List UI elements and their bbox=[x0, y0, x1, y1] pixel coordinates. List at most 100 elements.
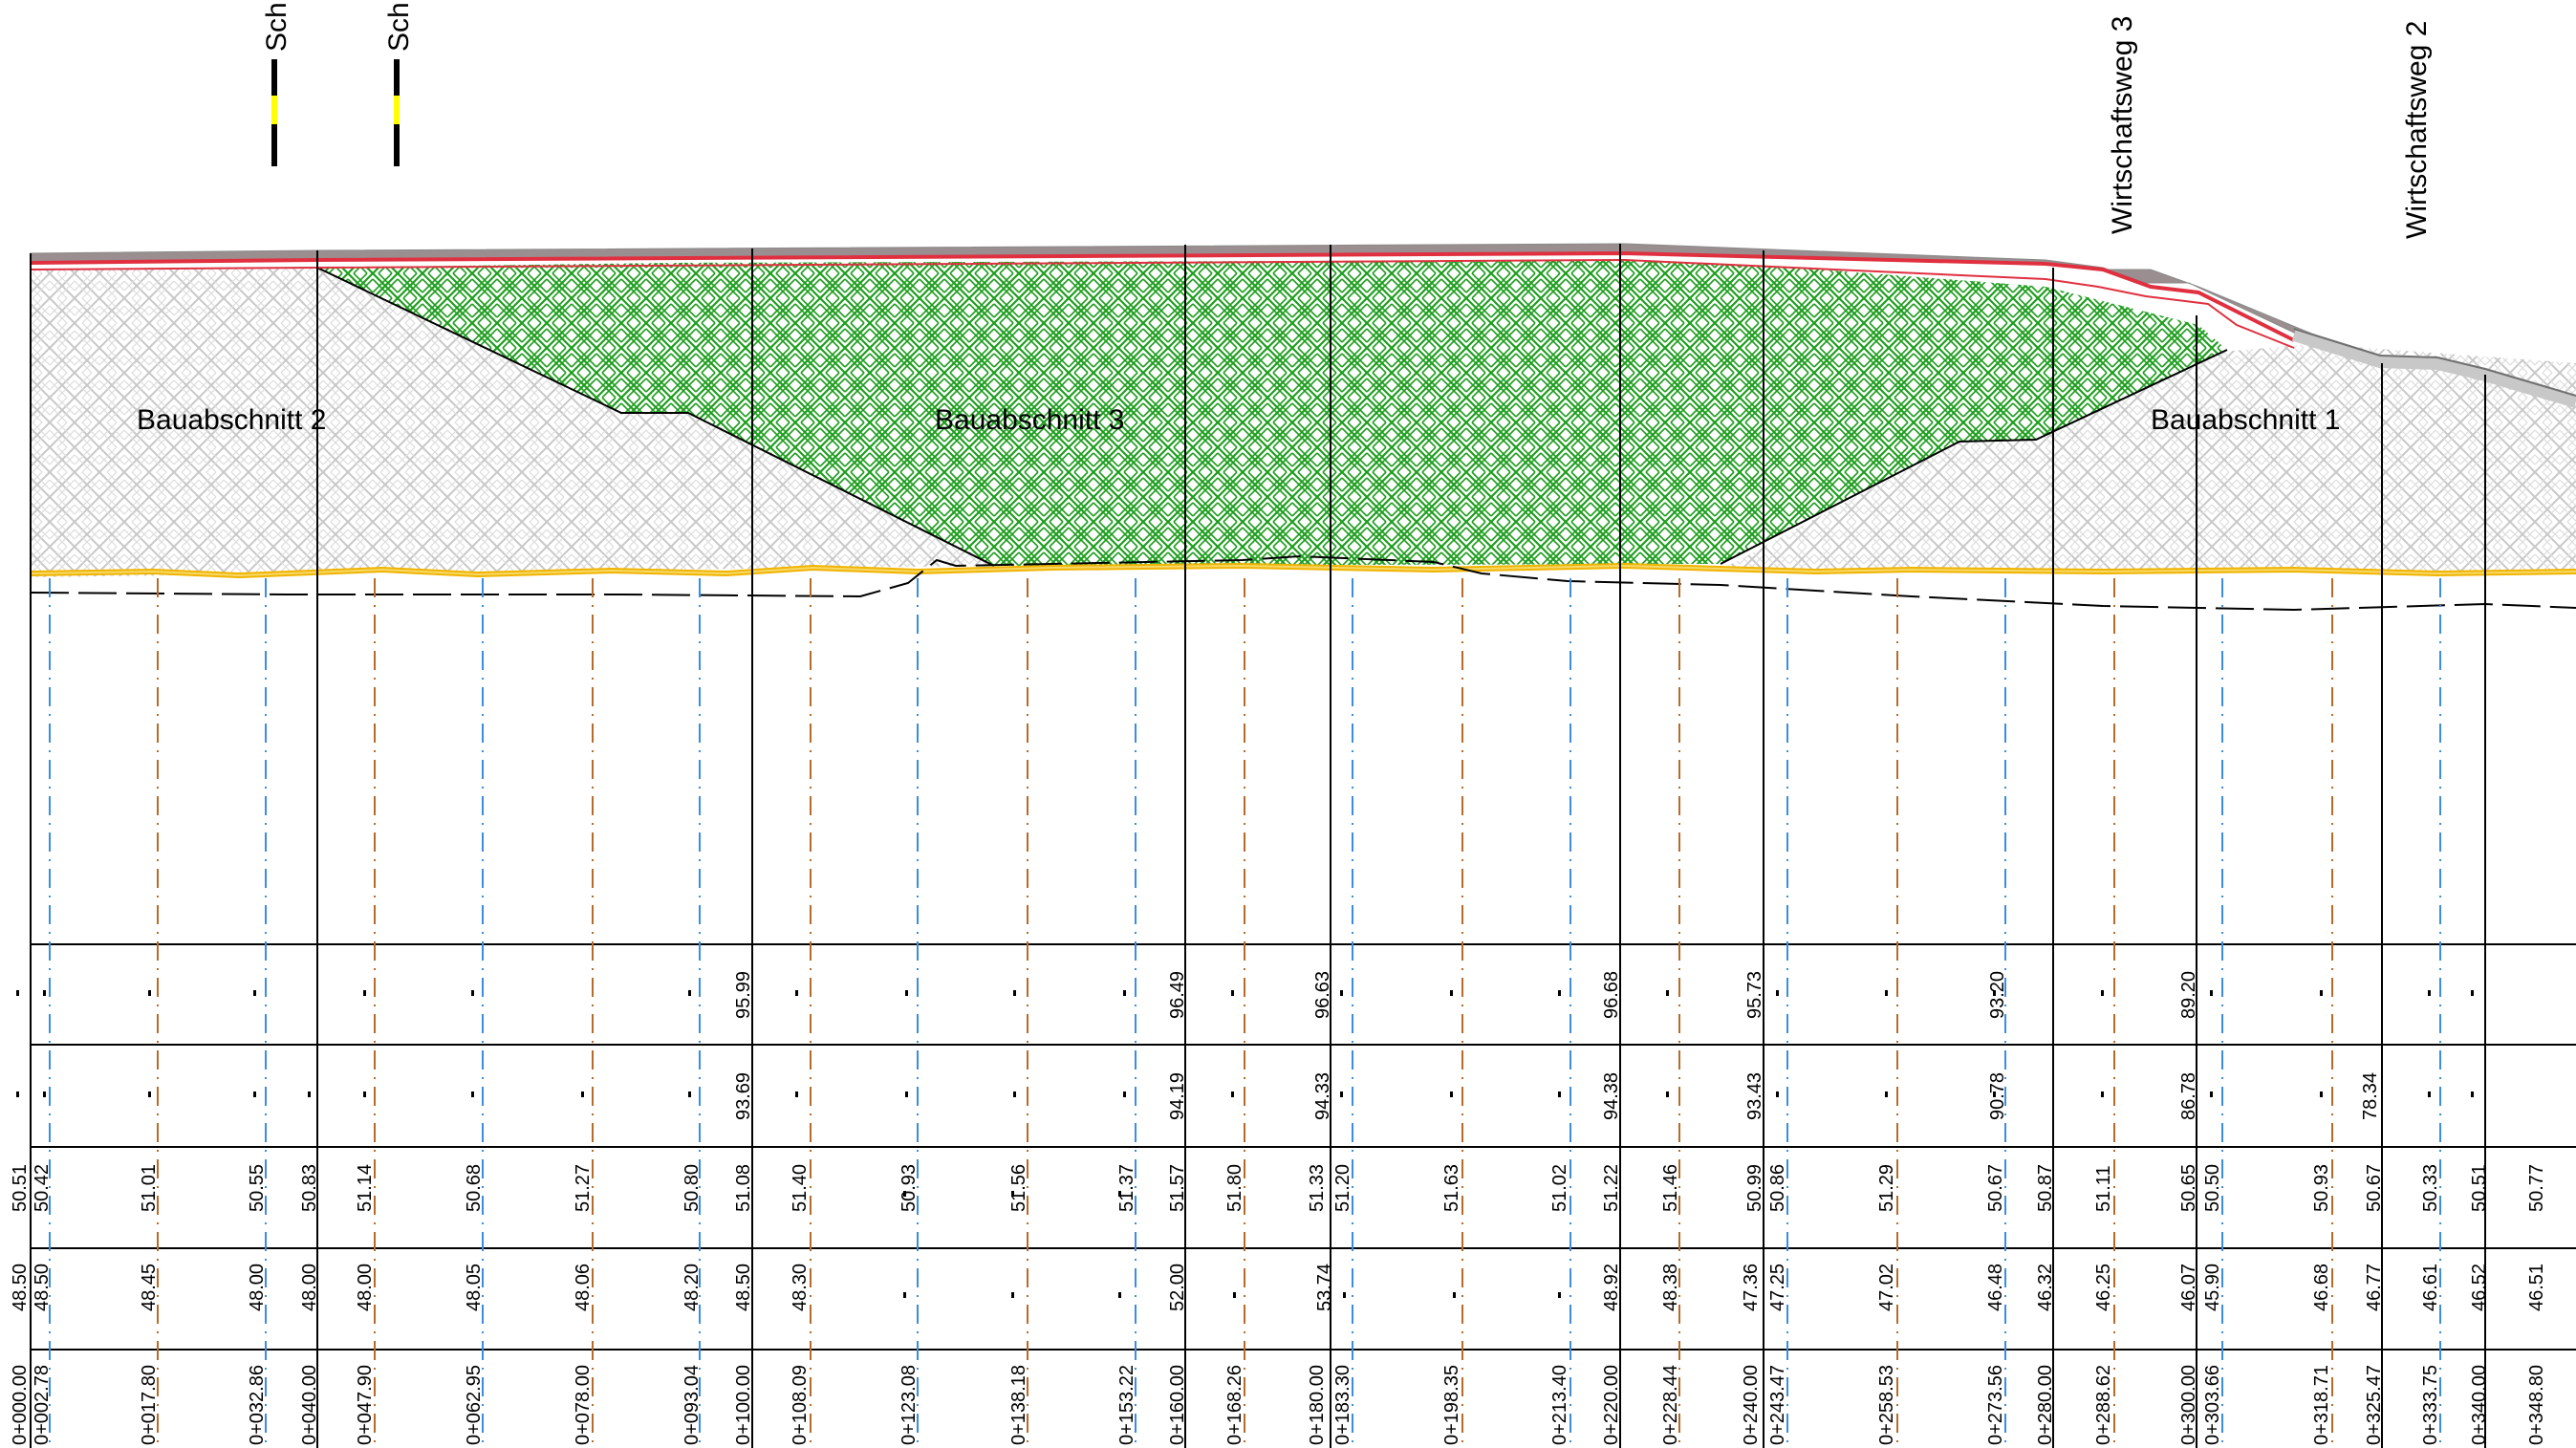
band-row-2: 93.69 94.19 94.33 94.38 93.43 90.78 86.78 78.34 bbox=[733, 1072, 2381, 1120]
band-row-5: 0+000.00 0+002.78 0+017.80 0+032.86 0+040.00… bbox=[10, 1365, 2547, 1445]
band-value: 50.93 bbox=[2311, 1164, 2332, 1212]
station-value: 0+002.78 bbox=[32, 1365, 53, 1445]
band-value: 48.00 bbox=[247, 1264, 268, 1311]
station-value: 0+108.09 bbox=[790, 1365, 811, 1445]
band-value: 48.38 bbox=[1660, 1264, 1681, 1311]
band-value: 46.51 bbox=[2526, 1264, 2547, 1311]
station-value: 0+160.00 bbox=[1167, 1365, 1188, 1445]
station-value: 0+100.00 bbox=[733, 1365, 754, 1445]
fill-boundary-line bbox=[1720, 349, 2228, 565]
band-value: 50.77 bbox=[2526, 1164, 2547, 1212]
station-value: 0+062.95 bbox=[464, 1365, 485, 1445]
band-value: 47.36 bbox=[1741, 1264, 1762, 1311]
band-value: 93.20 bbox=[1987, 971, 2008, 1019]
band-value: 51.11 bbox=[2093, 1165, 2114, 1212]
band-value: 95.73 bbox=[1744, 971, 1765, 1019]
band-value: 94.19 bbox=[1167, 1072, 1188, 1120]
band-value: 46.61 bbox=[2420, 1264, 2441, 1311]
station-value: 0+078.00 bbox=[573, 1365, 594, 1445]
existing-embankment-fill bbox=[31, 268, 317, 577]
station-value: 0+000.00 bbox=[10, 1365, 31, 1445]
station-value: 0+017.80 bbox=[139, 1365, 160, 1445]
band-table-grid bbox=[31, 943, 2576, 1351]
road-label-sch-2: Sch bbox=[383, 2, 415, 52]
crossing-marker bbox=[394, 59, 400, 166]
band-value: 48.50 bbox=[32, 1264, 53, 1311]
station-value: 0+325.47 bbox=[2364, 1365, 2385, 1445]
band-value: 48.30 bbox=[790, 1264, 811, 1311]
station-value: 0+333.75 bbox=[2420, 1365, 2441, 1445]
band-value: 50.93 bbox=[898, 1164, 920, 1212]
band-value: 50.83 bbox=[299, 1164, 320, 1212]
station-value: 0+303.66 bbox=[2202, 1365, 2223, 1445]
crossing-marker bbox=[271, 59, 277, 166]
band-value: 50.80 bbox=[682, 1164, 703, 1212]
band-value: 95.99 bbox=[733, 971, 754, 1019]
existing-embankment-fill bbox=[1721, 344, 2576, 573]
band-value: 46.48 bbox=[1985, 1264, 2006, 1311]
band-value: 50.33 bbox=[2420, 1164, 2441, 1212]
band-value: 48.92 bbox=[1601, 1264, 1622, 1311]
band-value: 48.45 bbox=[139, 1264, 160, 1311]
band-value: 51.27 bbox=[573, 1164, 594, 1212]
station-value: 0+198.35 bbox=[1441, 1365, 1462, 1445]
station-value: 0+032.86 bbox=[247, 1365, 268, 1445]
band-value: 51.40 bbox=[790, 1164, 811, 1212]
station-value: 0+243.47 bbox=[1767, 1365, 1788, 1445]
subgrade-line-inner bbox=[30, 564, 2576, 577]
station-value: 0+258.53 bbox=[1876, 1365, 1897, 1445]
road-label-wirtschaftsweg-2: Wirtschaftsweg 2 bbox=[2401, 21, 2433, 239]
band-tick-marks bbox=[16, 990, 2474, 1298]
band-value: 50.50 bbox=[2202, 1164, 2223, 1212]
band-value: 51.20 bbox=[1332, 1164, 1353, 1212]
band-value: 48.20 bbox=[682, 1264, 703, 1311]
existing-ground-line bbox=[30, 554, 2576, 612]
band-value: 52.00 bbox=[1167, 1264, 1188, 1311]
band-value: 45.90 bbox=[2202, 1264, 2223, 1311]
station-value: 0+138.18 bbox=[1008, 1365, 1029, 1445]
band-value: 94.38 bbox=[1601, 1072, 1622, 1120]
band-value: 90.78 bbox=[1987, 1072, 2008, 1120]
station-value: 0+288.62 bbox=[2093, 1365, 2114, 1445]
new-fill-section-3 bbox=[317, 260, 2227, 566]
band-value: 48.00 bbox=[299, 1264, 320, 1311]
band-value: 93.43 bbox=[1744, 1072, 1765, 1120]
band-value: 51.02 bbox=[1549, 1164, 1570, 1212]
station-value: 0+040.00 bbox=[299, 1365, 320, 1445]
station-value: 0+123.08 bbox=[898, 1365, 920, 1445]
band-row-4: 48.50 48.50 48.45 48.00 48.00 48.00 48.05 48.06… bbox=[10, 1264, 2547, 1311]
band-value: 51.56 bbox=[1008, 1164, 1029, 1212]
band-value: 51.14 bbox=[355, 1164, 376, 1212]
band-value: 96.68 bbox=[1601, 971, 1622, 1019]
band-value: 50.42 bbox=[32, 1164, 53, 1212]
station-value: 0+340.00 bbox=[2469, 1365, 2490, 1445]
existing-road-grey bbox=[2291, 328, 2576, 408]
road-surface-line bbox=[30, 250, 2295, 342]
station-value: 0+220.00 bbox=[1601, 1365, 1622, 1445]
band-value: 51.29 bbox=[1876, 1164, 1897, 1212]
band-value: 50.87 bbox=[2035, 1164, 2056, 1212]
band-value: 51.80 bbox=[1224, 1164, 1245, 1212]
station-value: 0+280.00 bbox=[2035, 1365, 2056, 1445]
band-value: 50.67 bbox=[1985, 1164, 2006, 1212]
station-value: 0+047.90 bbox=[355, 1365, 376, 1445]
band-value: 93.69 bbox=[733, 1072, 754, 1120]
band-value: 46.25 bbox=[2093, 1264, 2114, 1311]
band-value: 46.68 bbox=[2311, 1264, 2332, 1311]
band-value: 48.06 bbox=[573, 1264, 594, 1311]
band-row-3: 50.51 50.42 51.01 50.55 50.83 51.14 50.68 51.27… bbox=[10, 1164, 2547, 1212]
band-value: 78.34 bbox=[2360, 1072, 2381, 1120]
band-value: 51.33 bbox=[1307, 1164, 1328, 1212]
band-value: 51.08 bbox=[733, 1164, 754, 1212]
band-value: 50.51 bbox=[10, 1164, 31, 1212]
band-value: 51.22 bbox=[1601, 1164, 1622, 1212]
existing-road-grey-edge bbox=[2293, 328, 2576, 397]
band-value: 50.99 bbox=[1744, 1164, 1765, 1212]
band-value: 46.77 bbox=[2364, 1264, 2385, 1311]
band-value: 46.52 bbox=[2469, 1264, 2490, 1311]
section-label-bauabschnitt-2: Bauabschnitt 2 bbox=[137, 404, 326, 436]
band-value: 89.20 bbox=[2178, 971, 2199, 1019]
band-value: 51.01 bbox=[139, 1164, 160, 1212]
band-value: 50.68 bbox=[464, 1164, 485, 1212]
